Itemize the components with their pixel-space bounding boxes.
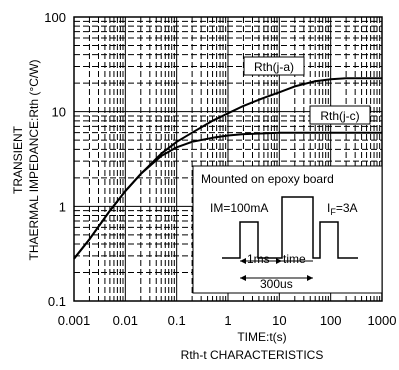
x-axis-label: TIME:t(s)	[237, 330, 286, 344]
inset-300us-label: 300us	[260, 277, 293, 291]
label-rth-jc-text: Rth(j-c)	[320, 109, 359, 123]
label-rth-jc: Rth(j-c)	[309, 105, 371, 125]
y-tick-label: 10	[52, 105, 66, 120]
x-tick-label: 100	[320, 313, 342, 328]
y-tick-label: 0.1	[48, 294, 66, 309]
y-tick-label: 100	[44, 10, 66, 25]
chart-caption: Rth-t CHARACTERISTICS	[181, 348, 324, 362]
x-tick-label: 10	[272, 313, 286, 328]
curves	[73, 77, 382, 260]
series-line-rth-jc	[73, 131, 382, 260]
y-tick-labels: 0.1 1 10 100	[44, 10, 66, 309]
label-rth-ja: Rth(j-a)	[243, 56, 305, 76]
x-tick-label: 1	[224, 313, 231, 328]
x-tick-label: 0.1	[168, 313, 186, 328]
x-tick-labels: 0.001 0.01 0.1 1 10 100 1000	[58, 313, 397, 328]
pulse-waveform	[222, 196, 358, 259]
y-tick-label: 1	[59, 199, 66, 214]
x-tick-label: 0.01	[113, 313, 138, 328]
label-rth-ja-text: Rth(j-a)	[254, 60, 294, 74]
x-tick-label: 1000	[368, 313, 397, 328]
inset-box: Mounted on epoxy board IM=100mA IF=3A 1m…	[192, 165, 383, 294]
inset-time-label: time	[283, 252, 306, 266]
y-axis-label-line2: THAERMAL IMPEDANCE:Rth (°C/W)	[27, 59, 41, 260]
inset-im-label: IM=100mA	[210, 201, 268, 215]
inset-1ms-label: 1ms	[247, 252, 270, 266]
y-axis-label-line1: TRANSIENT	[11, 125, 25, 194]
x-tick-label: 0.001	[58, 313, 91, 328]
inset-title: Mounted on epoxy board	[201, 172, 334, 186]
inset-if-label: IF=3A	[327, 201, 358, 217]
